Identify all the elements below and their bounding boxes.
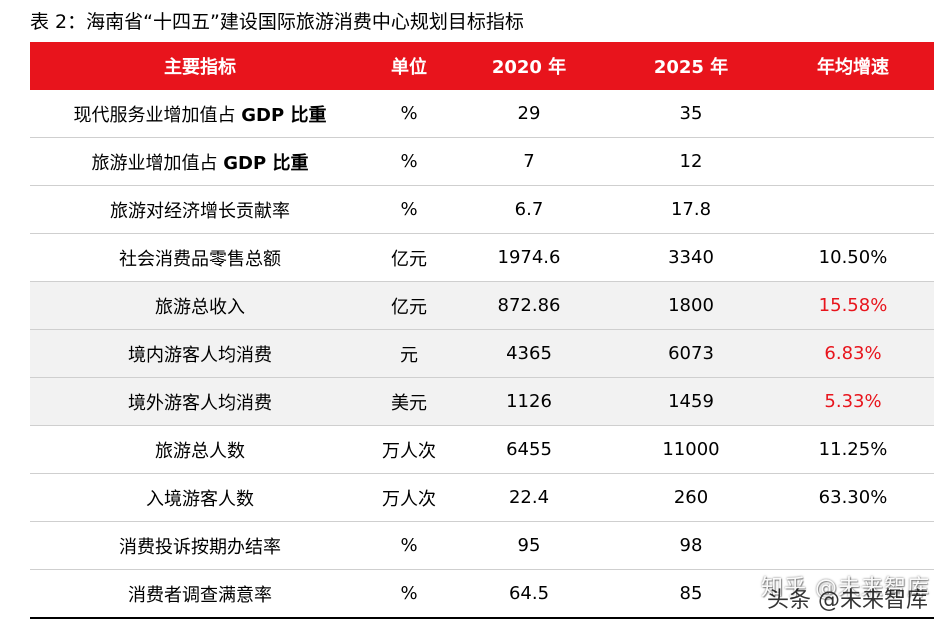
watermark-zhihu: 知乎 @未来智库 [761,576,930,601]
indicator-name-text: 境内游客人均消费 [128,344,272,366]
table-row: 入境游客人数 万人次 22.4 260 63.30% [30,473,934,522]
table-row: 境内游客人均消费 元 4365 6073 6.83% [30,329,934,378]
cell-2020: 872.86 [448,281,610,330]
indicator-name-text: 现代服务业增加值占 [73,104,242,126]
cell-indicator-name: 现代服务业增加值占 GDP 比重 [30,90,370,138]
header-growth: 年均增速 [772,42,934,90]
cell-indicator-name: 旅游业增加值占 GDP 比重 [30,137,370,186]
cell-growth [772,137,934,186]
cell-2025: 35 [610,90,772,138]
cell-2025: 85 [610,569,772,619]
cell-unit: 万人次 [370,473,448,522]
cell-unit: 元 [370,329,448,378]
indicator-name-text: 社会消费品零售总额 [119,248,281,270]
cell-growth: 5.33% [772,377,934,426]
indicator-name-text: 旅游总人数 [155,440,245,462]
cell-indicator-name: 消费投诉按期办结率 [30,521,370,570]
table-row: 旅游总收入 亿元 872.86 1800 15.58% [30,281,934,330]
cell-growth [772,90,934,138]
cell-2020: 7 [448,137,610,186]
cell-unit: % [370,521,448,570]
cell-2025: 17.8 [610,185,772,234]
cell-2020: 1974.6 [448,233,610,282]
cell-2025: 11000 [610,425,772,474]
table-row: 旅游业增加值占 GDP 比重% 7 12 [30,137,934,186]
cell-2025: 98 [610,521,772,570]
cell-growth: 10.50% [772,233,934,282]
cell-unit: 亿元 [370,233,448,282]
indicator-table: 主要指标 单位 2020 年 2025 年 年均增速 现代服务业增加值占 GDP… [30,42,934,619]
table-body: 现代服务业增加值占 GDP 比重% 29 35 旅游业增加值占 GDP 比重% 7 12 旅… [30,90,934,619]
cell-growth: 11.25% [772,425,934,474]
table-row: 消费投诉按期办结率% 95 98 [30,521,934,570]
cell-2020: 64.5 [448,569,610,619]
cell-2020: 6455 [448,425,610,474]
header-unit: 单位 [370,42,448,90]
cell-unit: 万人次 [370,425,448,474]
header-2020: 2020 年 [448,42,610,90]
cell-2020: 95 [448,521,610,570]
cell-unit: % [370,90,448,138]
indicator-name-text: 旅游业增加值占 [91,152,224,174]
table-row: 境外游客人均消费 美元 1126 1459 5.33% [30,377,934,426]
cell-2020: 4365 [448,329,610,378]
cell-2025: 12 [610,137,772,186]
cell-indicator-name: 消费者调查满意率 [30,569,370,619]
cell-2025: 1800 [610,281,772,330]
table-row: 消费者调查满意率% 64.5 85 [30,569,934,619]
cell-unit: % [370,185,448,234]
indicator-name-text: 境外游客人均消费 [128,392,272,414]
cell-indicator-name: 境内游客人均消费 [30,329,370,378]
cell-2020: 6.7 [448,185,610,234]
cell-growth: 6.83% [772,329,934,378]
indicator-name-bold: GDP 比重 [241,104,327,126]
cell-2025: 260 [610,473,772,522]
table-row: 旅游总人数 万人次 6455 11000 11.25% [30,425,934,474]
indicator-name-text: 入境游客人数 [146,488,254,510]
cell-indicator-name: 境外游客人均消费 [30,377,370,426]
cell-indicator-name: 旅游总收入 [30,281,370,330]
cell-2025: 3340 [610,233,772,282]
cell-indicator-name: 入境游客人数 [30,473,370,522]
indicator-name-text: 消费者调查满意率 [128,584,272,606]
indicator-name-text: 旅游总收入 [155,296,245,318]
cell-2025: 1459 [610,377,772,426]
cell-indicator-name: 旅游对经济增长贡献率 [30,185,370,234]
cell-indicator-name: 旅游总人数 [30,425,370,474]
table-row: 旅游对经济增长贡献率% 6.7 17.8 [30,185,934,234]
cell-unit: % [370,569,448,619]
cell-growth: 63.30% [772,473,934,522]
cell-unit: % [370,137,448,186]
indicator-name-bold: GDP 比重 [223,152,309,174]
header-2025: 2025 年 [610,42,772,90]
indicator-name-text: 旅游对经济增长贡献率 [110,200,290,222]
cell-unit: 美元 [370,377,448,426]
cell-indicator-name: 社会消费品零售总额 [30,233,370,282]
cell-2020: 1126 [448,377,610,426]
watermark-toutiao: 头条 @未来智库 [767,588,928,613]
header-indicator: 主要指标 [30,42,370,90]
cell-growth [772,185,934,234]
cell-2025: 6073 [610,329,772,378]
table-row: 社会消费品零售总额 亿元 1974.6 3340 10.50% [30,233,934,282]
table-caption: 表 2：海南省“十四五”建设国际旅游消费中心规划目标指标 [30,11,524,33]
cell-unit: 亿元 [370,281,448,330]
table-row: 现代服务业增加值占 GDP 比重% 29 35 [30,90,934,138]
cell-2020: 29 [448,90,610,138]
indicator-name-text: 消费投诉按期办结率 [119,536,281,558]
table-header-row: 主要指标 单位 2020 年 2025 年 年均增速 [30,42,934,90]
cell-growth [772,569,934,619]
cell-growth: 15.58% [772,281,934,330]
cell-growth [772,521,934,570]
cell-2020: 22.4 [448,473,610,522]
